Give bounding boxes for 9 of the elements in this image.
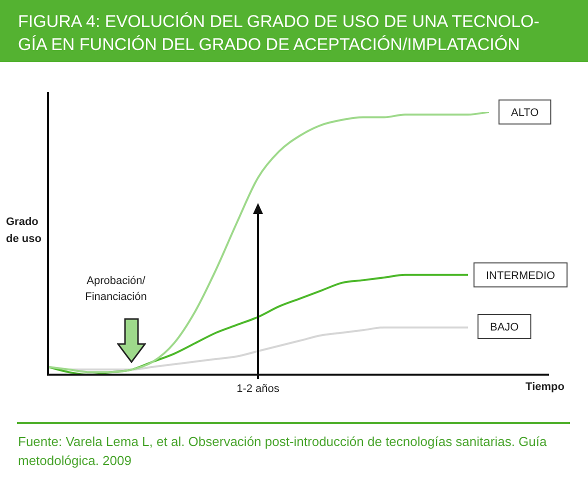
annotation: Aprobación/ Financiación <box>84 274 148 305</box>
source-note: Fuente: Varela Lema L, et al. Observación post-introducción de tecnologías sanitarias. Guía metodológica. 2009 <box>18 433 548 470</box>
text: ALTO <box>511 107 540 120</box>
y-axis-title: Grado de uso <box>6 216 42 246</box>
series-label: INTERMEDIO <box>486 270 556 282</box>
x-axis-title: Tiempo <box>526 380 565 393</box>
text: BAJO <box>490 322 520 334</box>
text: 1-2 años <box>236 383 280 395</box>
chart-title: FIGURA 4: EVOLUCIÓN DEL GRADO DE USO DE UNA TECNOLO- GÍA EN FUNCIÓN DEL GRADO DE ACEPTACIÓN/IMPLATACIÓN <box>0 0 588 62</box>
